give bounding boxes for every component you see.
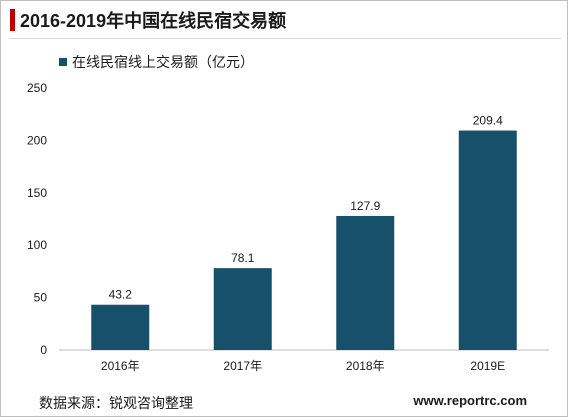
y-tick-label: 150 xyxy=(27,186,47,200)
y-tick-label: 200 xyxy=(27,133,47,147)
x-tick-label: 2019E xyxy=(470,359,505,373)
legend-swatch xyxy=(59,58,67,66)
title-accent-bar xyxy=(10,9,15,31)
data-label: 127.9 xyxy=(350,199,380,213)
bar xyxy=(91,304,150,350)
chart-title: 2016-2019年中国在线民宿交易额 xyxy=(20,11,287,31)
title-divider xyxy=(9,38,561,39)
x-tick-label: 2016年 xyxy=(101,359,140,373)
legend-label: 在线民宿线上交易额（亿元） xyxy=(72,54,254,70)
data-label: 209.4 xyxy=(473,114,503,128)
y-tick-label: 250 xyxy=(27,81,47,95)
chart-legend: 在线民宿线上交易额（亿元） xyxy=(59,52,254,72)
bar xyxy=(213,268,272,350)
data-label: 78.1 xyxy=(231,251,255,265)
y-tick-label: 0 xyxy=(40,343,47,357)
website-link[interactable]: www.reportrc.com xyxy=(413,393,527,408)
bar xyxy=(336,215,395,350)
x-tick-label: 2017年 xyxy=(223,359,262,373)
bar xyxy=(458,130,517,350)
source-note: 数据来源：锐观咨询整理 xyxy=(39,395,193,411)
x-tick-label: 2018年 xyxy=(346,359,385,373)
y-tick-label: 50 xyxy=(34,291,48,305)
data-label: 43.2 xyxy=(109,288,133,302)
y-tick-label: 100 xyxy=(27,238,47,252)
bar-chart: 0 50 100 150 200 250 43.2 78.1 127.9 209.4 2016年… xyxy=(27,81,549,373)
